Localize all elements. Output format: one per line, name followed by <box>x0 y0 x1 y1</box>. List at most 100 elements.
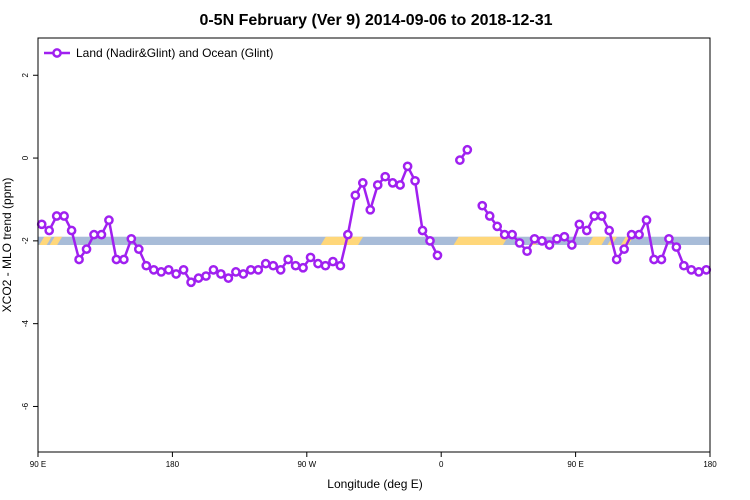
data-point <box>686 264 697 275</box>
data-point <box>119 254 129 265</box>
data-point <box>245 264 256 275</box>
y-tick-label: -2 <box>21 237 30 245</box>
x-tick-label: 0 <box>439 460 444 469</box>
data-point <box>372 180 383 190</box>
y-tick-label: 2 <box>21 72 30 77</box>
data-point <box>260 258 271 269</box>
y-tick-label: -6 <box>21 402 30 410</box>
data-point <box>604 225 615 236</box>
data-point <box>305 252 316 263</box>
data-point <box>156 267 167 277</box>
data-point <box>514 238 525 248</box>
band-land <box>49 236 63 245</box>
data-point <box>537 236 547 246</box>
data-point <box>634 229 644 240</box>
data-point <box>81 244 92 254</box>
data-point <box>253 264 264 275</box>
data-point <box>492 221 503 232</box>
data-point <box>126 233 137 244</box>
data-point <box>477 200 488 211</box>
data-point <box>335 260 346 271</box>
band-land <box>320 236 364 245</box>
data-point <box>275 264 286 275</box>
data-series <box>36 144 712 288</box>
y-tick-label: -4 <box>21 320 30 328</box>
data-point <box>567 240 577 250</box>
data-point <box>455 155 465 165</box>
data-point <box>484 211 495 221</box>
data-point <box>313 258 323 269</box>
data-point <box>417 225 428 236</box>
x-tick-label: 90 E <box>567 460 583 469</box>
data-point <box>148 264 159 275</box>
data-point <box>178 264 189 275</box>
band-land <box>453 236 508 245</box>
data-point <box>171 269 181 279</box>
data-point <box>231 267 241 277</box>
data-point <box>664 233 674 244</box>
data-point <box>649 254 659 265</box>
x-tick-label: 90 E <box>30 460 46 469</box>
plot-frame <box>37 37 711 453</box>
data-point <box>223 273 234 283</box>
data-point <box>357 178 368 188</box>
data-point <box>641 215 652 226</box>
data-point <box>402 161 413 172</box>
data-point <box>552 233 562 244</box>
data-point <box>36 219 47 230</box>
data-point <box>693 267 704 277</box>
data-point <box>59 211 69 221</box>
data-point <box>499 229 510 240</box>
data-point <box>462 144 473 155</box>
data-point <box>611 254 622 265</box>
data-point <box>104 215 114 226</box>
x-tick-label: 90 W <box>297 460 316 469</box>
data-point <box>626 229 637 240</box>
data-point <box>320 260 331 271</box>
data-point <box>298 262 308 273</box>
data-point <box>111 254 122 265</box>
x-axis: 90 E 180 90 W 0 90 E 180 <box>30 452 717 469</box>
data-point <box>701 264 712 275</box>
data-point <box>216 269 226 279</box>
band-land <box>588 236 607 245</box>
legend-label: Land (Nadir&Glint) and Ocean (Glint) <box>76 46 273 60</box>
data-point <box>133 244 144 254</box>
data-point <box>589 211 600 221</box>
data-point <box>343 229 353 240</box>
y-tick-label: 0 <box>21 155 30 160</box>
data-point <box>380 171 391 182</box>
data-point <box>365 204 376 215</box>
data-point <box>163 264 174 275</box>
data-point <box>596 211 607 221</box>
data-point <box>44 225 55 236</box>
data-point <box>432 250 443 261</box>
data-point <box>193 273 204 283</box>
data-point <box>350 190 361 201</box>
data-point <box>328 256 338 267</box>
data-point <box>89 229 99 240</box>
data-point <box>425 236 435 246</box>
data-point <box>66 225 77 236</box>
data-point <box>268 260 279 271</box>
data-point <box>208 264 219 275</box>
data-point <box>290 260 301 271</box>
y-axis-label: XCO2 - MLO trend (ppm) <box>0 178 14 313</box>
data-point <box>395 180 405 190</box>
y-axis: 2 0 -2 -4 -6 <box>21 72 38 410</box>
data-point <box>74 254 84 265</box>
data-point <box>671 242 682 252</box>
data-point <box>544 240 555 250</box>
data-point <box>387 178 398 188</box>
band-ocean <box>38 236 710 245</box>
data-point <box>201 271 211 281</box>
data-point <box>559 231 570 242</box>
data-point <box>51 211 62 221</box>
chart-title: 0-5N February (Ver 9) 2014-09-06 to 2018… <box>199 12 552 29</box>
legend-marker <box>52 48 62 58</box>
data-point <box>507 229 517 240</box>
data-point <box>656 254 667 265</box>
data-point <box>186 277 196 288</box>
band-land <box>39 236 52 245</box>
